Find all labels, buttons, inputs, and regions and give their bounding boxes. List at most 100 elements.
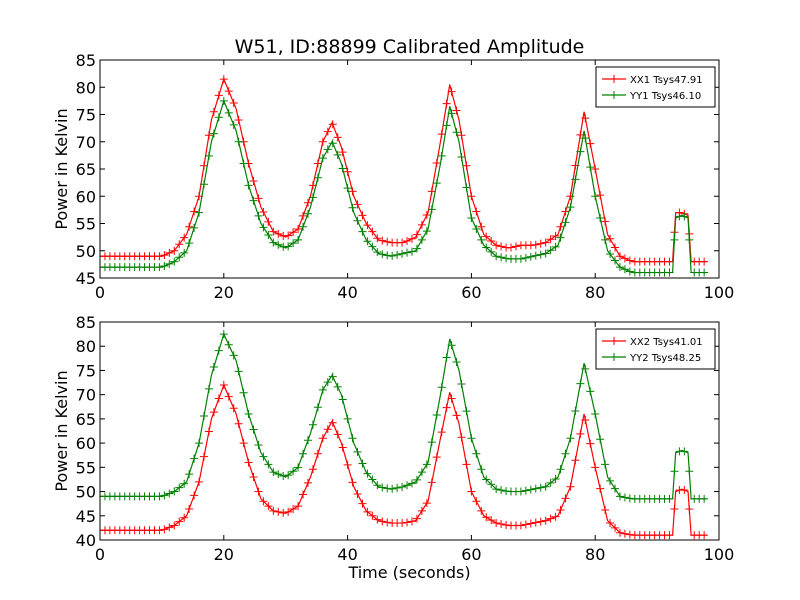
data-point-marker: [363, 507, 372, 516]
data-point-marker: [274, 470, 283, 479]
data-point-marker: [333, 430, 342, 439]
x-tick-label: 40: [337, 545, 357, 564]
data-point-marker: [328, 120, 337, 129]
data-point-marker: [363, 237, 372, 246]
data-point-marker: [472, 449, 481, 458]
data-point-marker: [279, 232, 288, 241]
data-point-marker: [170, 487, 179, 496]
data-point-marker: [264, 460, 273, 469]
data-point-marker: [368, 511, 377, 520]
data-point-marker: [521, 253, 530, 262]
data-point-marker: [165, 248, 174, 257]
y-tick-label: 50: [76, 242, 96, 261]
data-point-marker: [348, 434, 357, 443]
data-point-marker: [591, 165, 600, 173]
data-point-marker: [601, 505, 610, 514]
data-point-marker: [447, 394, 456, 403]
data-point-marker: [581, 415, 590, 424]
data-point-marker: [487, 480, 496, 489]
data-point-marker: [596, 191, 605, 200]
y-tick-label: 60: [76, 187, 96, 206]
data-point-marker: [467, 192, 476, 201]
legend-label: YY2 Tsys48.25: [629, 353, 701, 364]
data-point-marker: [700, 531, 709, 540]
data-point-marker: [492, 252, 501, 261]
data-point-marker: [239, 388, 248, 397]
data-point-marker: [155, 526, 164, 535]
data-point-marker: [279, 242, 288, 251]
data-point-marker: [581, 114, 590, 123]
data-point-marker: [516, 254, 525, 263]
data-point-marker: [190, 223, 199, 232]
data-point-marker: [398, 238, 407, 247]
data-point-marker: [299, 222, 308, 231]
data-point-marker: [586, 387, 595, 396]
data-point-marker: [264, 230, 273, 239]
data-point-marker: [620, 493, 629, 502]
data-point-marker: [407, 517, 416, 526]
data-point-marker: [368, 227, 377, 236]
data-point-marker: [155, 492, 164, 501]
data-point-marker: [561, 218, 570, 227]
data-point-marker: [412, 230, 421, 239]
data-point-marker: [284, 231, 293, 240]
data-point-marker: [546, 514, 555, 523]
data-point-marker: [224, 108, 233, 117]
data-point-marker: [437, 383, 446, 392]
data-point-marker: [229, 404, 238, 413]
data-point-marker: [462, 183, 471, 192]
data-point-marker: [284, 507, 293, 516]
data-point-marker: [185, 239, 194, 248]
data-point-marker: [214, 113, 223, 122]
data-point-marker: [294, 463, 303, 472]
data-point-marker: [185, 470, 194, 479]
data-point-marker: [318, 434, 327, 443]
data-point-marker: [615, 263, 624, 272]
data-point-marker: [195, 208, 204, 217]
data-point-marker: [417, 506, 426, 515]
y-tick-label: 45: [76, 507, 96, 526]
data-point-marker: [249, 473, 258, 482]
data-point-marker: [403, 518, 412, 527]
data-point-marker: [531, 240, 540, 249]
data-point-marker: [700, 494, 709, 503]
data-point-marker: [239, 159, 248, 168]
legend-label: XX1 Tsys47.91: [630, 75, 703, 86]
data-point-marker: [482, 232, 491, 241]
data-point-marker: [388, 251, 397, 260]
data-point-marker: [403, 248, 412, 257]
data-point-marker: [254, 194, 263, 203]
data-point-marker: [294, 235, 303, 244]
data-point-marker: [338, 443, 347, 452]
data-point-marker: [328, 418, 337, 427]
data-point-marker: [264, 502, 273, 511]
data-point-marker: [566, 192, 575, 201]
data-point-marker: [313, 159, 322, 168]
data-point-marker: [294, 224, 303, 233]
data-point-marker: [412, 514, 421, 523]
data-point-marker: [492, 485, 501, 494]
data-point-marker: [219, 75, 228, 84]
data-point-marker: [234, 137, 243, 146]
data-point-marker: [556, 233, 565, 242]
legend-label: XX2 Tsys41.01: [630, 337, 703, 348]
data-point-marker: [581, 364, 590, 373]
data-point-marker: [561, 494, 570, 503]
data-point-marker: [368, 242, 377, 251]
data-point-marker: [620, 265, 629, 274]
data-point-marker: [229, 120, 238, 129]
data-point-marker: [611, 256, 620, 265]
data-point-marker: [472, 224, 481, 233]
data-point-marker: [526, 519, 535, 528]
data-point-marker: [541, 516, 550, 525]
data-point-marker: [601, 235, 610, 244]
y-tick-label: 60: [76, 434, 96, 453]
data-point-marker: [333, 133, 342, 142]
data-point-marker: [180, 513, 189, 522]
data-point-marker: [254, 487, 263, 496]
data-point-marker: [199, 180, 208, 189]
data-point-marker: [422, 499, 431, 508]
data-point-marker: [422, 211, 431, 220]
data-point-marker: [190, 491, 199, 500]
